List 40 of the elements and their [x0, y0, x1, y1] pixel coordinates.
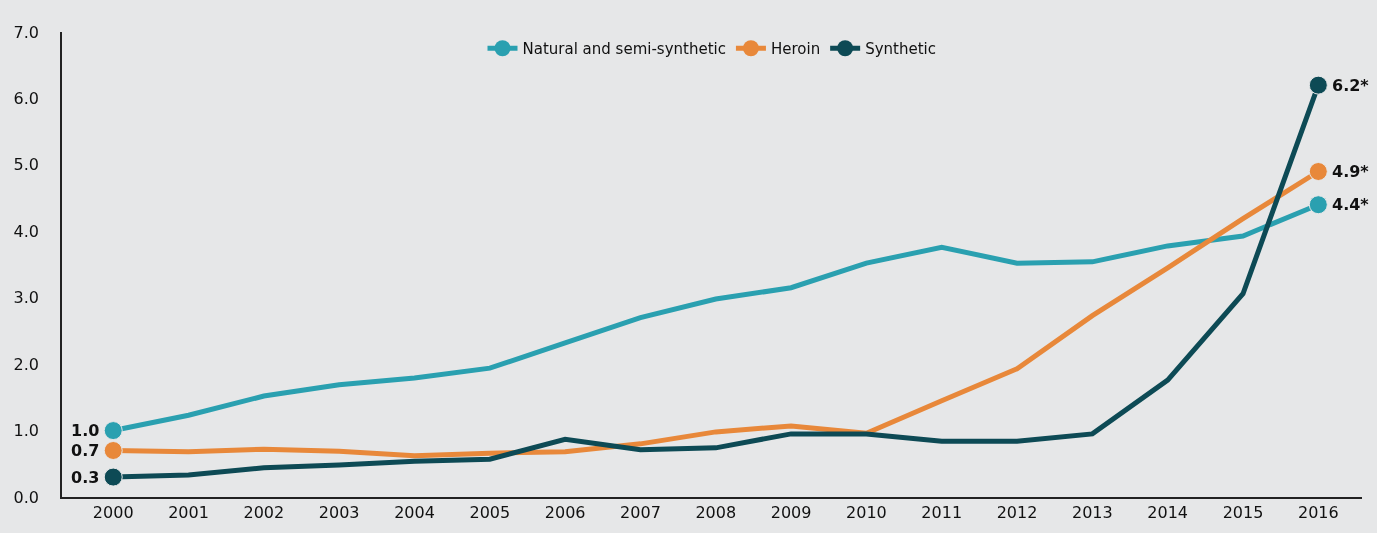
x-tick-label: 2003: [318, 502, 360, 522]
x-tick-label: 2005: [469, 502, 511, 522]
point: [103, 467, 123, 487]
data-label: 4.9*: [1332, 162, 1370, 181]
x-tick-label: 2011: [921, 502, 963, 522]
x-tick-label: 2013: [1072, 502, 1113, 522]
point: [1308, 75, 1328, 95]
y-tick-label: 5.0: [13, 155, 40, 175]
point: [1308, 195, 1328, 215]
y-tick-label: 3.0: [13, 288, 40, 308]
x-tick-label: 2001: [168, 502, 209, 522]
y-tick-label: 1.0: [13, 421, 40, 441]
y-tick-label: 6.0: [13, 89, 40, 109]
x-tick-label: 2012: [996, 502, 1038, 522]
x-tick-label: 2004: [394, 502, 435, 522]
y-tick-label: 4.0: [13, 221, 40, 241]
x-tick-label: 2010: [846, 502, 887, 522]
point: [103, 441, 123, 460]
point: [103, 421, 123, 441]
data-label: 0.7: [71, 441, 100, 460]
y-tick-label: 2.0: [13, 354, 40, 374]
x-tick-label: 2015: [1222, 502, 1264, 522]
point: [1308, 162, 1328, 181]
legend-label: Heroin: [770, 40, 821, 59]
x-tick-label: 2009: [770, 502, 812, 522]
x-tick-label: 2006: [544, 502, 586, 522]
x-tick-label: 2008: [695, 502, 737, 522]
y-tick-label: 7.0: [13, 22, 40, 42]
data-label: 1.0: [71, 421, 100, 440]
data-label: 6.2*: [1332, 76, 1370, 95]
legend-label: Natural and semi-synthetic: [522, 40, 726, 59]
x-tick-label: 2000: [92, 502, 134, 522]
data-label: 4.4*: [1332, 195, 1370, 214]
data-label: 0.3: [71, 468, 100, 487]
y-tick-label: 0.0: [13, 487, 40, 507]
x-tick-label: 2002: [243, 502, 285, 522]
x-tick-label: 2016: [1297, 502, 1339, 522]
x-tick-label: 2007: [620, 502, 661, 522]
x-tick-label: 2014: [1147, 502, 1189, 522]
legend-label: Synthetic: [865, 40, 936, 59]
